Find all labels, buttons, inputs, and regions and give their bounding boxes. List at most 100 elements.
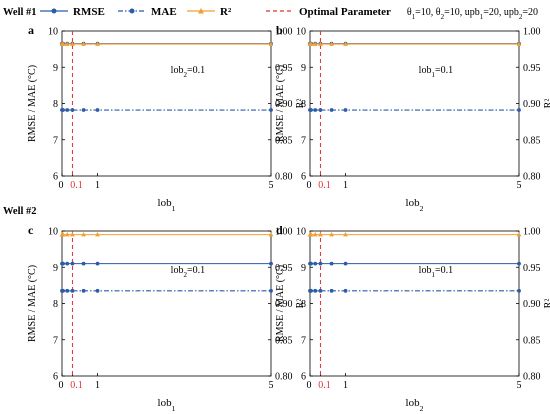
legend-item-rmse: RMSE [40,6,105,18]
ytick-right-label: 1.00 [275,27,293,38]
x-axis-label: lob2 [406,397,424,413]
xtick-label: 5 [269,180,274,191]
plot-frame [309,30,520,177]
data-point [516,41,522,46]
legend-label: RMSE [73,6,105,18]
ytick-left-label: 10 [296,227,306,238]
ytick-right-label: 0.90 [523,299,541,310]
data-point [81,261,86,266]
data-point [329,108,334,112]
ytick-right-label: 1.00 [523,227,541,238]
data-point [517,261,521,266]
xtick-label: 5 [517,180,522,191]
series-mae [60,288,273,293]
xtick-label: 1 [95,380,100,391]
y-axis-label-left: RMSE / MAE (°C) [27,65,38,142]
ytick-right-label: 0.95 [523,63,541,74]
ytick-right-label: 0.90 [275,99,293,110]
legend-label: MAE [151,6,177,18]
ytick-right-label: 0.95 [275,63,293,74]
data-point [269,261,273,266]
y-axis-label-right: R² [295,99,306,109]
y-axis-label-right: R² [543,299,550,309]
row-label: Well #1 [3,7,37,18]
ytick-right-label: 1.00 [275,227,293,238]
data-point [318,41,323,46]
data-point [517,108,521,112]
ytick-right-label: 0.85 [523,335,541,346]
data-point [343,41,348,46]
ytick-left-label: 9 [53,263,58,274]
data-point [60,232,66,237]
data-point [95,41,100,46]
legend-item-mae: MAE [118,6,177,18]
data-point [343,232,348,237]
y-axis-label-left: RMSE / MAE (°C) [275,265,286,342]
data-point [64,41,70,46]
series-mae [60,108,273,112]
data-point [268,41,274,46]
row-labels: Well #1 Well #2 [3,7,37,217]
ytick-right-label: 0.95 [275,263,293,274]
ytick-right-label: 0.85 [275,335,293,346]
data-point [70,108,75,112]
data-point [343,261,348,266]
ytick-left-label: 8 [53,299,58,310]
ytick-left-label: 9 [53,63,58,74]
series-mae [308,108,521,112]
y-axis-label-left: RMSE / MAE (°C) [27,265,38,342]
data-point [329,41,334,46]
xtick-label-optimal: 0.1 [70,180,83,191]
data-point [70,288,75,293]
series-mae [308,288,521,293]
data-point [65,288,70,293]
ytick-left-label: 9 [301,63,306,74]
xtick-label-optimal: 0.1 [318,380,331,391]
ytick-right-label: 0.80 [523,372,541,383]
legend: RMSE MAE R² Optimal Parameter θ1=10, θ2=10, … [40,6,538,21]
data-point [318,261,323,266]
ytick-right-label: 0.80 [523,172,541,183]
xtick-label: 0 [59,180,64,191]
xtick-label: 0 [307,180,312,191]
ytick-left-label: 8 [301,299,306,310]
data-point [308,41,314,46]
ytick-left-label: 7 [53,335,58,346]
xtick-label: 1 [343,380,348,391]
panel-b: b 6 7 8 9 10 0.80 0.85 0.90 0.95 1.00 0 0.1 1 5 lob2 RMS… [275,23,550,213]
data-point [329,232,334,237]
data-point [81,288,86,293]
xtick-label-optimal: 0.1 [70,380,83,391]
data-point [516,232,522,237]
data-point [318,108,323,112]
data-point [313,261,318,266]
y-axis-label-left: RMSE / MAE (°C) [275,65,286,142]
data-point [70,41,75,46]
legend-label: R² [220,6,232,18]
data-point [329,288,334,293]
data-point [81,232,86,237]
annotation: lob1=0.1 [419,65,453,79]
ytick-right-label: 0.80 [275,172,293,183]
ytick-right-label: 1.00 [523,27,541,38]
panel-letter: c [28,223,34,237]
legend-marker [198,8,204,14]
data-point [95,232,100,237]
plot-frame [61,230,272,377]
data-point [318,232,323,237]
data-point [81,41,86,46]
ytick-left-label: 10 [48,27,58,38]
ytick-left-label: 7 [301,135,306,146]
series-rmse [60,261,273,266]
data-point [517,288,521,293]
data-point [318,288,323,293]
ytick-left-label: 7 [53,135,58,146]
data-point [61,288,65,293]
data-point [70,261,75,266]
data-point [329,261,334,266]
panel-letter: a [28,23,34,37]
data-point [312,41,318,46]
plot-frame [61,30,272,177]
data-point [269,108,273,112]
